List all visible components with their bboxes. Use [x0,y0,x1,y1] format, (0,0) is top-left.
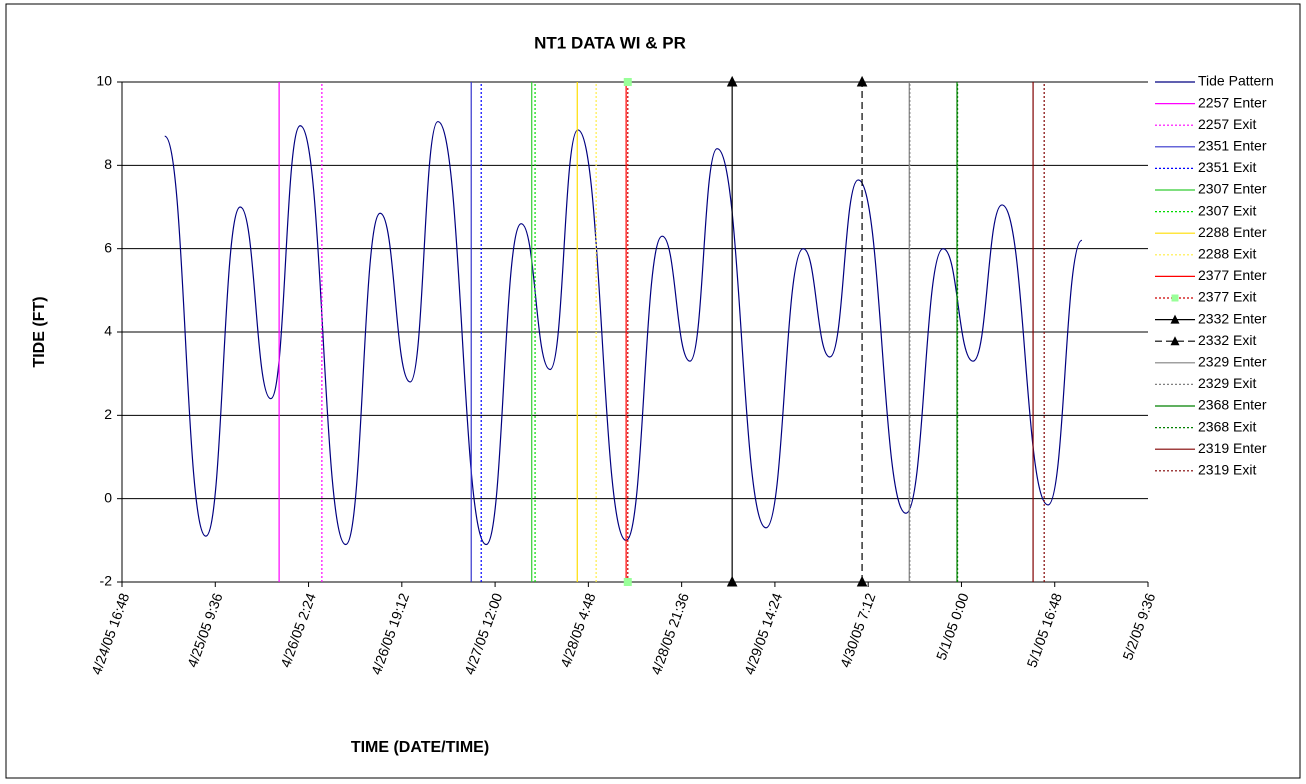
legend-marker [1170,314,1180,324]
legend-label: 2307 Exit [1198,202,1256,218]
y-tick-label: 10 [96,73,112,89]
y-tick-label: 8 [104,156,112,172]
legend-label: 2377 Enter [1198,267,1267,283]
event-marker [726,575,738,587]
chart-title: NT1 DATA WI & PR [534,33,686,52]
legend-label: 2319 Exit [1198,462,1256,478]
event-marker [623,578,632,586]
y-tick-label: 4 [104,323,112,339]
event-marker [856,575,868,587]
legend-label: 2257 Enter [1198,94,1267,110]
legend-label: 2307 Enter [1198,181,1267,197]
legend-label: 2288 Exit [1198,246,1256,262]
x-axis-title: TIME (DATE/TIME) [351,739,489,756]
legend-marker [1171,294,1179,302]
y-tick-label: 0 [104,489,112,505]
y-axis-title: TIDE (FT) [31,296,48,367]
tide-line [164,120,1083,546]
legend-label: 2368 Enter [1198,397,1267,413]
legend-label: 2377 Exit [1198,289,1256,305]
legend-label: 2332 Exit [1198,332,1256,348]
legend-label: 2329 Exit [1198,375,1256,391]
legend-label: 2257 Exit [1198,116,1256,132]
legend-label: 2332 Enter [1198,310,1267,326]
event-marker [623,78,632,86]
event-marker [856,75,868,87]
y-tick-label: -2 [100,573,113,589]
legend-marker [1170,336,1180,346]
legend-label: Tide Pattern [1198,73,1274,89]
event-marker [726,75,738,87]
legend-label: 2351 Exit [1198,159,1256,175]
y-tick-label: 2 [104,406,112,422]
legend-label: 2288 Enter [1198,224,1267,240]
legend-label: 2329 Enter [1198,354,1267,370]
legend-label: 2368 Exit [1198,418,1256,434]
legend-label: 2351 Enter [1198,138,1267,154]
legend-label: 2319 Enter [1198,440,1267,456]
y-tick-label: 6 [104,239,112,255]
